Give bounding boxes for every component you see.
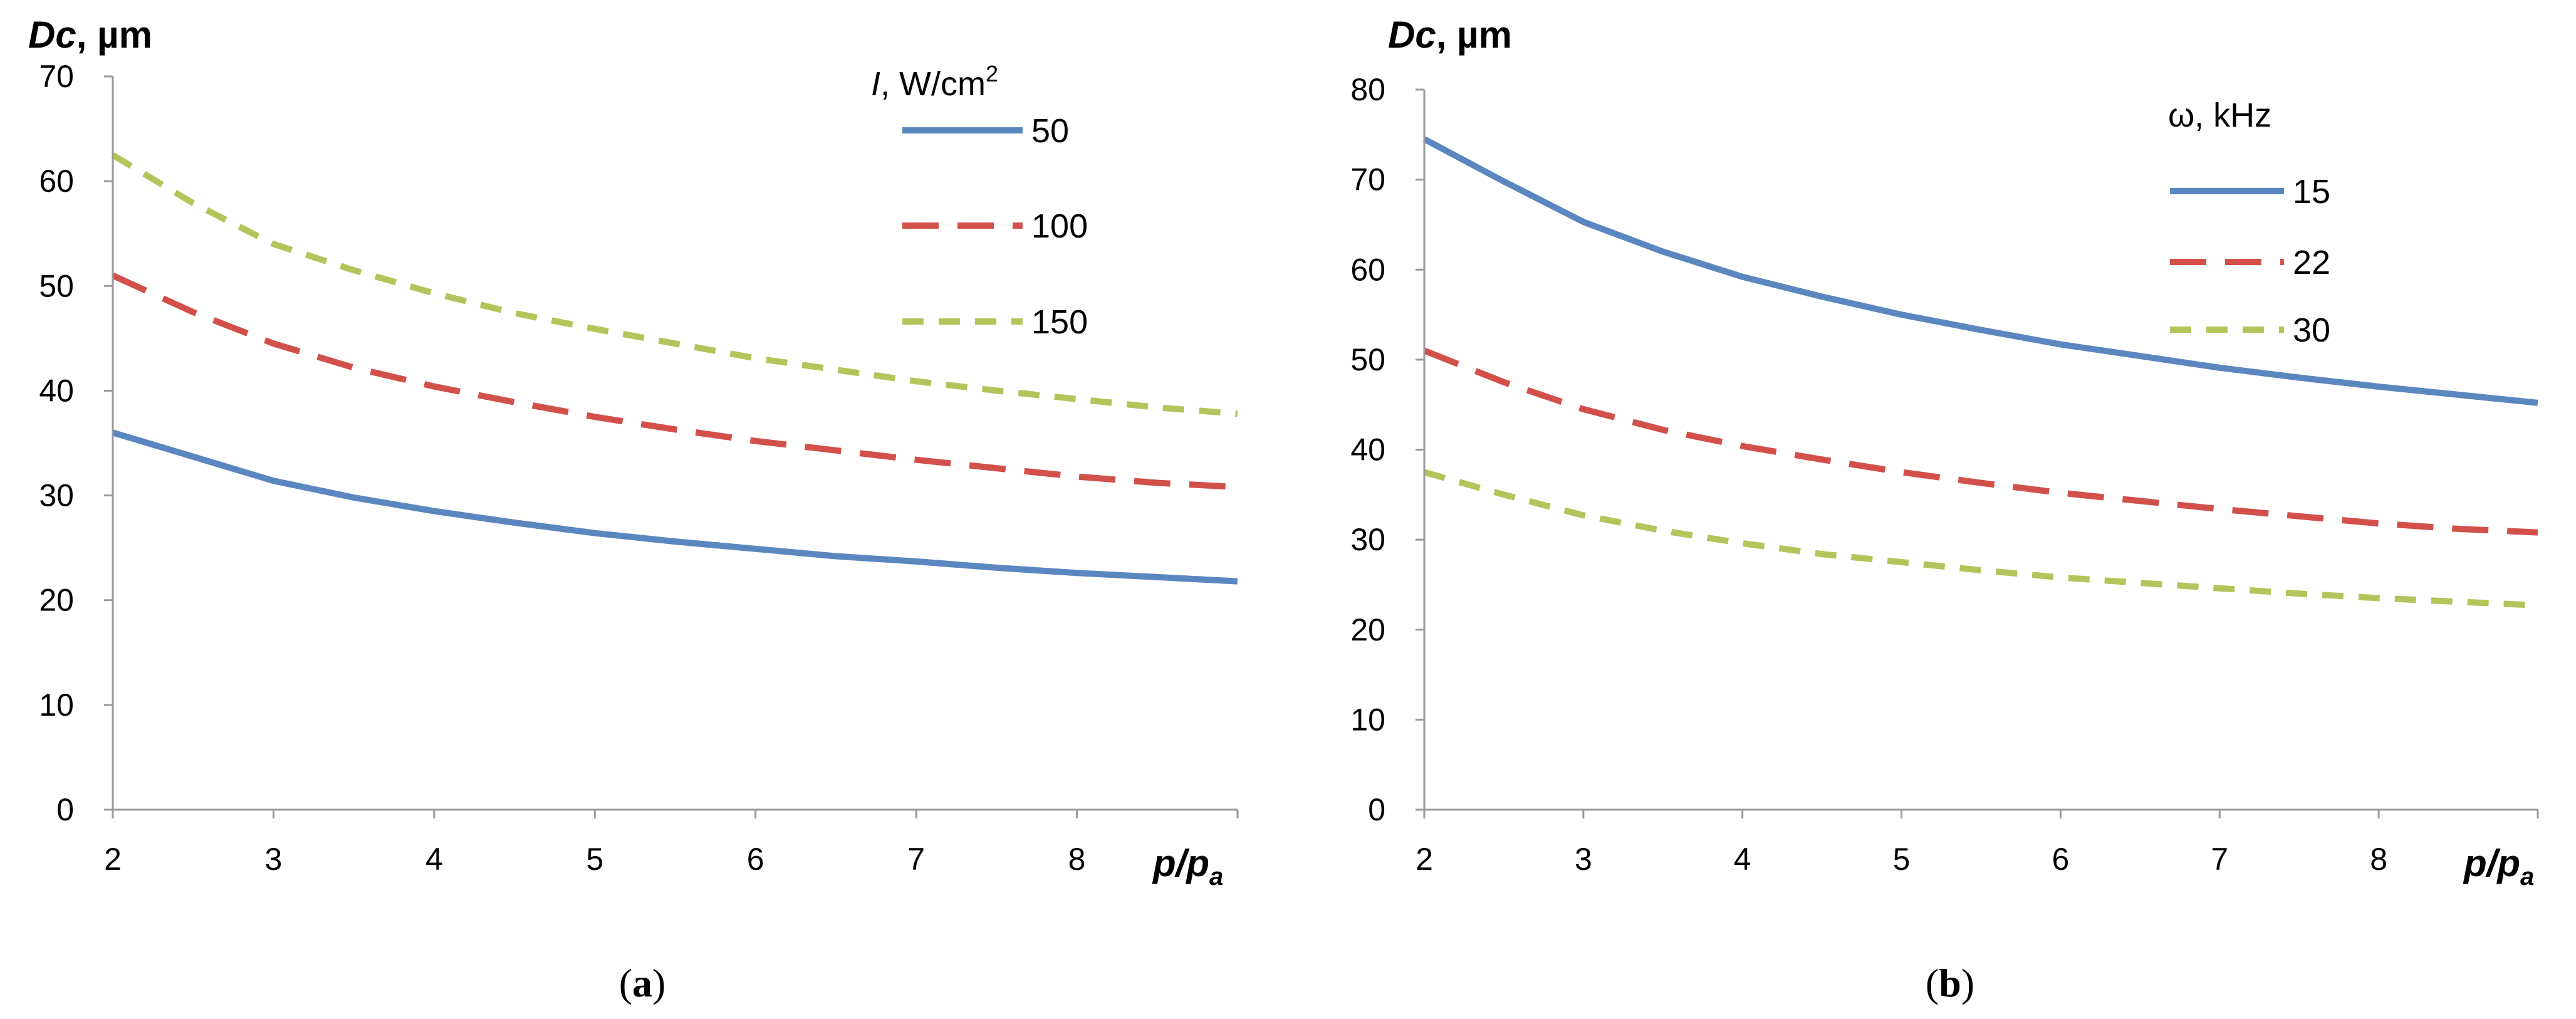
series-line-100 (111, 273, 1238, 491)
x-tick-label: 6 (747, 842, 764, 877)
legend-title: ω, kHz (2168, 97, 2271, 134)
y-tick-label: 0 (56, 792, 74, 827)
panel-caption-b: (b) (1926, 961, 1974, 1005)
chart-panel-a: 0 10 20 30 40 50 60 70 2 3 4 5 6 7 8 Dc, µm p/pa I, W… (28, 14, 1239, 1005)
x-tick-label: 5 (586, 842, 603, 877)
series-layer (1422, 136, 2538, 609)
legend-label-15: 15 (2293, 173, 2330, 211)
legend-label-22: 22 (2293, 244, 2330, 281)
y-axis-title: Dc, µm (28, 14, 152, 56)
y-tick-label: 30 (39, 478, 74, 513)
legend-label-30: 30 (2293, 311, 2330, 349)
series-line-15 (1422, 136, 2538, 406)
y-tick-label: 10 (39, 687, 74, 723)
y-tick-label: 40 (1350, 432, 1385, 468)
y-tick-labels: 0 10 20 30 40 50 60 70 (39, 59, 74, 827)
y-tick-label: 30 (1350, 522, 1385, 557)
legend-title: I, W/cm2 (871, 61, 998, 103)
y-tick-label: 20 (39, 583, 74, 618)
y-tick-label: 70 (1350, 162, 1385, 197)
x-tick-label: 8 (2370, 842, 2387, 877)
y-tick-label: 40 (39, 373, 74, 408)
x-axis-title: p/pa (2463, 842, 2534, 891)
legend: 50 100 150 (902, 112, 1088, 341)
legend-label-50: 50 (1031, 112, 1069, 150)
y-tick-label: 60 (1350, 252, 1385, 287)
y-tick-label: 0 (1368, 792, 1385, 827)
x-axis-title: p/pa (1152, 842, 1223, 891)
y-tick-label: 50 (1350, 342, 1385, 377)
y-tick-label: 50 (39, 268, 74, 303)
x-tick-label: 5 (1893, 842, 1911, 877)
axes (104, 75, 1239, 818)
y-tick-labels: 0 10 20 30 40 50 60 70 80 (1350, 72, 1385, 827)
x-tick-label: 2 (1416, 842, 1433, 877)
series-line-30 (1423, 469, 2538, 609)
y-tick-label: 70 (39, 59, 74, 94)
x-tick-label: 4 (425, 842, 443, 877)
legend-label-150: 150 (1031, 303, 1088, 341)
legend: 15 22 30 (2170, 173, 2330, 349)
y-tick-label: 60 (39, 164, 74, 199)
series-line-150 (111, 152, 1238, 417)
panel-caption-a: (a) (619, 961, 666, 1005)
y-tick-label: 10 (1350, 702, 1385, 737)
legend-label-100: 100 (1031, 207, 1088, 245)
x-tick-label: 2 (104, 842, 122, 877)
y-axis-title: Dc, µm (1388, 14, 1512, 56)
chart-panel-b: 0 10 20 30 40 50 60 70 80 2 3 4 5 6 7 8 Dc, µm p/pa ω,… (1350, 14, 2539, 1005)
axes (1416, 88, 2539, 818)
x-tick-label: 8 (1068, 842, 1086, 877)
x-tick-label: 7 (2211, 842, 2228, 877)
y-tick-label: 20 (1350, 612, 1385, 647)
x-tick-label: 4 (1734, 842, 1751, 877)
x-tick-label: 6 (2052, 842, 2070, 877)
x-tick-labels: 2 3 4 5 6 7 8 (104, 842, 1085, 877)
series-line-50 (112, 429, 1238, 585)
x-tick-labels: 2 3 4 5 6 7 8 (1416, 842, 2387, 877)
x-tick-label: 3 (265, 842, 283, 877)
series-layer (111, 152, 1238, 585)
x-tick-label: 7 (907, 842, 925, 877)
y-tick-label: 80 (1350, 72, 1385, 107)
x-tick-label: 3 (1575, 842, 1592, 877)
series-line-22 (1423, 347, 2538, 536)
